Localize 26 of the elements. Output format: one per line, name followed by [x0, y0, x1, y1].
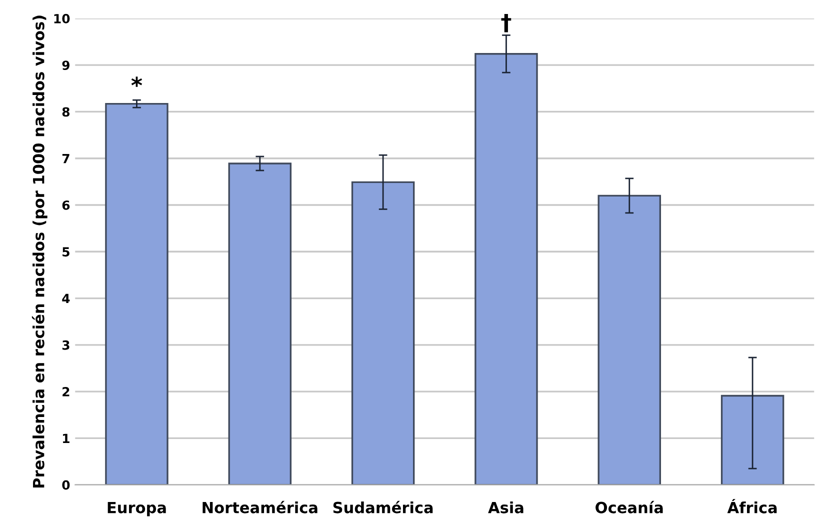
x-tick-label: Norteamérica [202, 500, 318, 514]
x-tick-label: África [727, 498, 777, 514]
y-tick-label: 4 [62, 294, 70, 304]
annotation: * [131, 76, 142, 87]
x-tick-label: Asia [488, 502, 524, 514]
y-tick-label: 9 [62, 60, 70, 70]
y-axis-title: Prevalencia en recién nacidos (por 1000 nacidos vivos) [32, 16, 48, 488]
y-tick-label: 6 [62, 200, 70, 210]
x-tick-label: Sudamérica [333, 500, 433, 514]
y-tick-label: 3 [62, 340, 70, 350]
bar [351, 181, 415, 485]
bar [720, 394, 784, 485]
y-tick-label: 5 [62, 247, 70, 257]
bar [474, 53, 538, 485]
bar [228, 162, 292, 485]
y-tick-label: 10 [54, 14, 70, 24]
bar [598, 194, 662, 485]
annotation: † [501, 14, 512, 32]
y-tick-label: 0 [62, 480, 70, 490]
x-tick-label: Europa [108, 502, 166, 516]
y-tick-label: 2 [62, 387, 70, 396]
y-tick-label: 7 [62, 154, 70, 164]
y-tick-label: 1 [63, 434, 70, 443]
bar [105, 102, 168, 485]
x-tick-label: Oceanía [596, 500, 663, 514]
y-tick-label: 8 [62, 107, 70, 117]
